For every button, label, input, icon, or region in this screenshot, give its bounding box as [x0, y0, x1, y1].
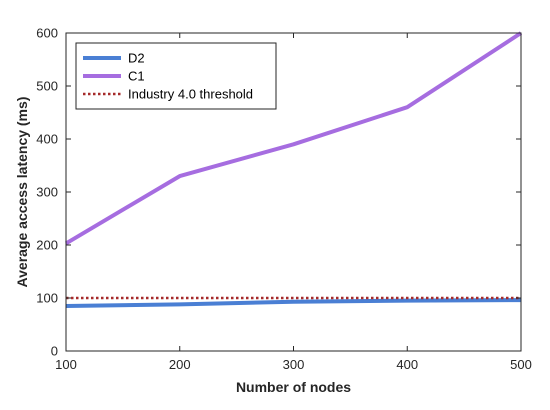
x-tick-label: 400: [396, 357, 418, 372]
series-layer: [64, 31, 523, 308]
legend-label: D2: [128, 51, 145, 66]
legend-label: Industry 4.0 threshold: [128, 87, 253, 102]
legend-label: C1: [128, 69, 145, 84]
x-tick-label: 100: [55, 357, 77, 372]
x-axis-title: Number of nodes: [236, 379, 351, 395]
x-tick-label: 300: [283, 357, 305, 372]
y-tick-label: 200: [36, 238, 58, 253]
y-tick-label: 400: [36, 132, 58, 147]
y-tick-label: 100: [36, 291, 58, 306]
legend: D2 C1 Industry 4.0 threshold: [75, 42, 277, 110]
series-line-c1: [64, 31, 523, 246]
y-tick-label: 0: [51, 344, 58, 359]
y-axis-title: Average access latency (ms): [14, 97, 30, 288]
y-tick-label: 300: [36, 185, 58, 200]
x-tick-label: 200: [169, 357, 191, 372]
y-tick-label: 500: [36, 79, 58, 94]
series-line-d2: [65, 298, 522, 308]
y-tick-label: 600: [36, 26, 58, 41]
x-tick-label: 500: [510, 357, 532, 372]
